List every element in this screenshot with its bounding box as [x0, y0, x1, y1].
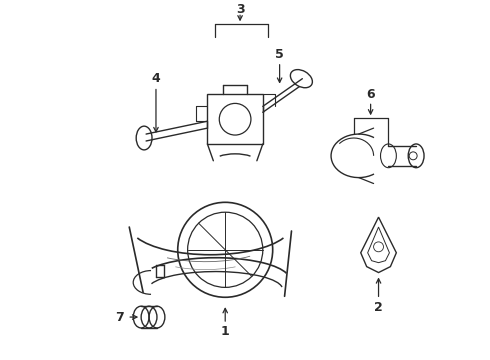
Text: 6: 6 [367, 88, 375, 101]
Text: 1: 1 [221, 325, 230, 338]
Text: 7: 7 [115, 311, 124, 324]
Text: 5: 5 [275, 49, 284, 62]
Text: 3: 3 [236, 3, 245, 16]
Text: 4: 4 [151, 72, 160, 85]
Text: 2: 2 [374, 301, 383, 314]
